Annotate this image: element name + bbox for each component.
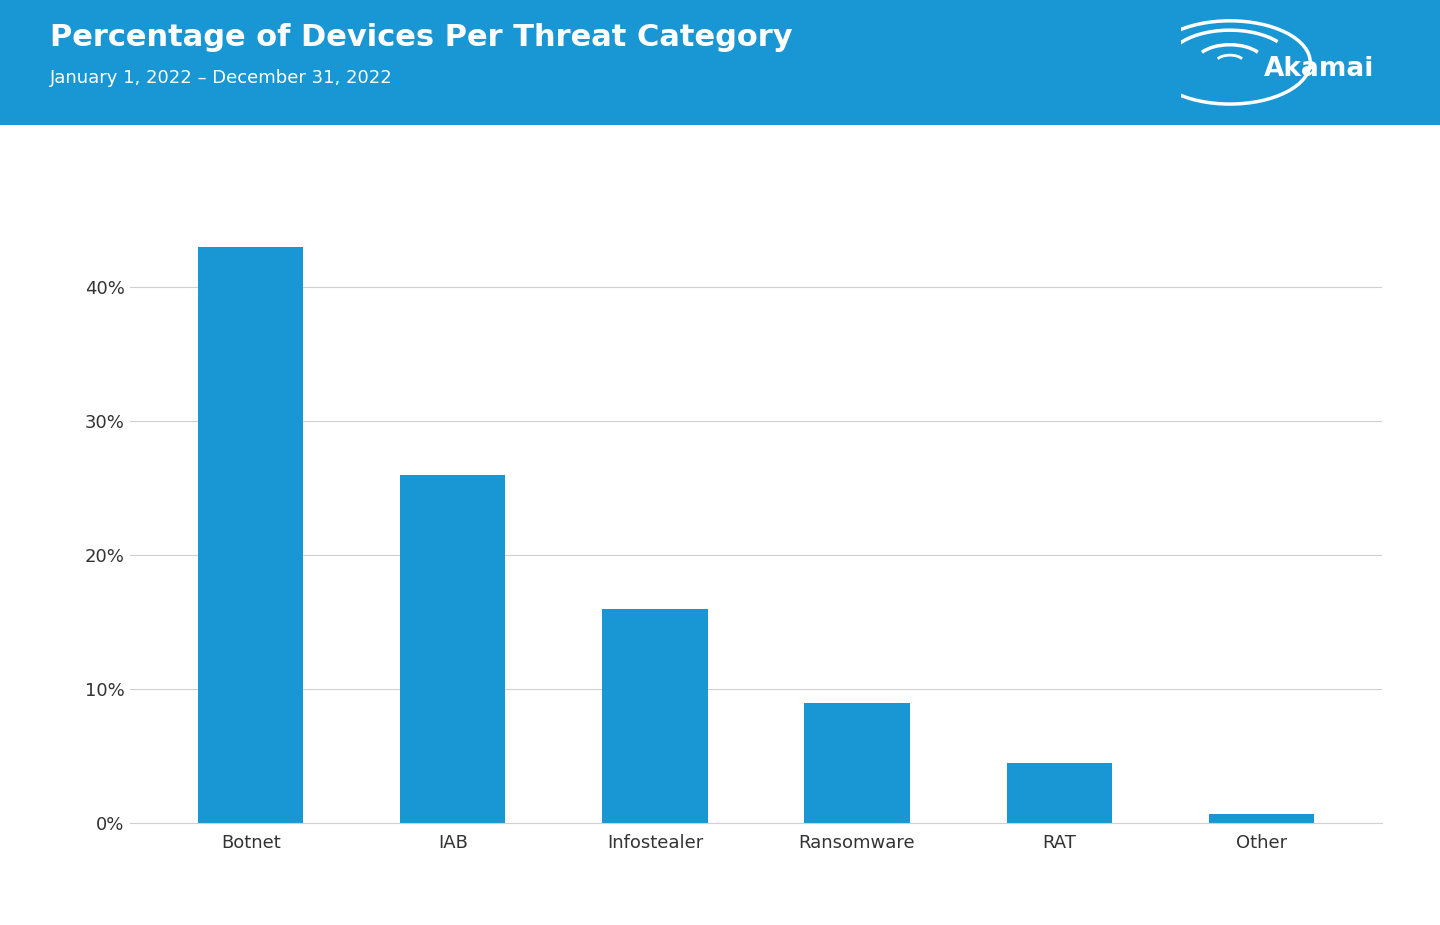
Bar xyxy=(805,703,910,823)
Bar xyxy=(602,609,707,823)
Text: January 1, 2022 – December 31, 2022: January 1, 2022 – December 31, 2022 xyxy=(50,69,393,87)
Bar xyxy=(400,475,505,823)
Bar xyxy=(1208,814,1313,823)
Text: Akamai: Akamai xyxy=(1264,56,1374,82)
Bar xyxy=(199,247,304,823)
Text: Percentage of Devices Per Threat Category: Percentage of Devices Per Threat Categor… xyxy=(50,23,793,52)
Bar xyxy=(1007,763,1112,823)
